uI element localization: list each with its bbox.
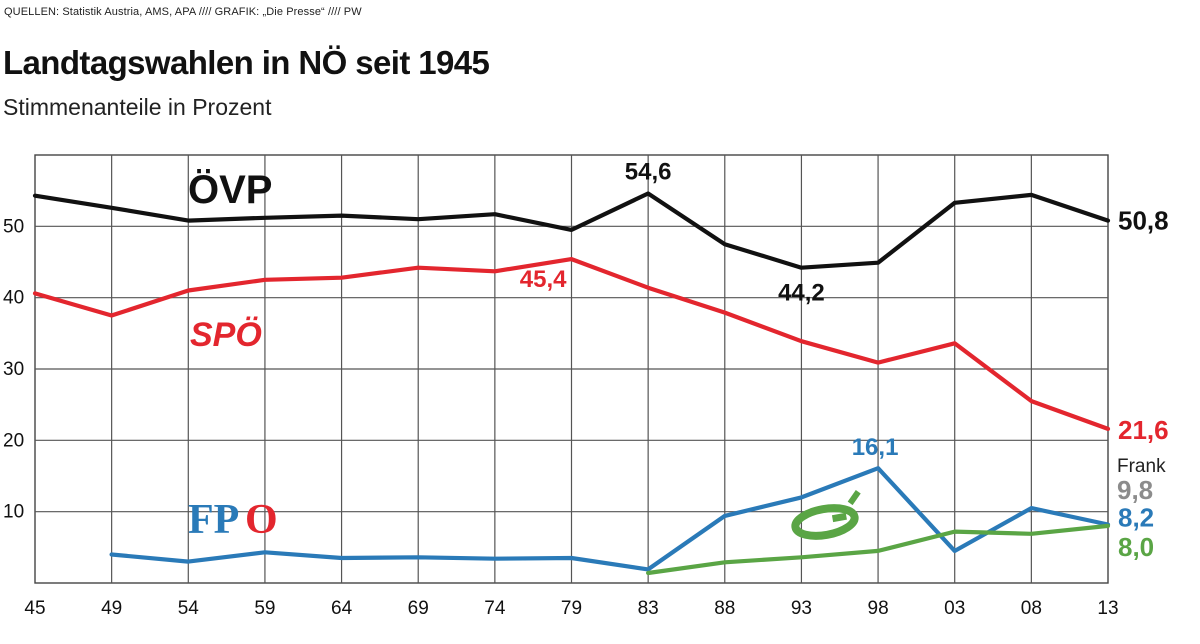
y-tick-label: 50 [3, 216, 24, 237]
annotation-value-label: 44,2 [778, 280, 825, 307]
x-tick-label: 49 [101, 598, 122, 619]
series-line-grne [646, 523, 1111, 576]
x-axis-ticks: 45 49 54 59 64 69 74 79 83 88 93 98 03 08 13 [24, 598, 1118, 619]
x-tick-label: 93 [791, 598, 812, 619]
annotation-value-label: 16,1 [852, 434, 899, 461]
series-line-fp [109, 466, 1111, 572]
x-tick-label: 08 [1021, 598, 1042, 619]
x-tick-label: 79 [561, 598, 582, 619]
x-tick-label: 03 [944, 598, 965, 619]
x-tick-label: 74 [484, 598, 506, 619]
series-label-fpoe-o: O [245, 497, 278, 543]
annotation-value-label: 45,4 [520, 266, 567, 293]
x-tick-label: 69 [408, 598, 429, 619]
x-tick-label: 59 [254, 598, 275, 619]
annotation-value-label: 50,8 [1118, 206, 1169, 236]
series-label-fpoe: FP O [188, 497, 278, 543]
annotation-value-label: 8,2 [1118, 503, 1154, 533]
x-tick-label: 45 [24, 598, 45, 619]
annotation-frank-name: Frank [1117, 456, 1166, 477]
annotation-value-label: 21,6 [1118, 415, 1169, 445]
x-tick-label: 64 [331, 598, 353, 619]
series-label-spoe: SPÖ [190, 316, 262, 354]
series-lines [32, 191, 1111, 576]
greens-logo-icon [791, 490, 861, 540]
source-line: QUELLEN: Statistik Austria, AMS, APA ///… [4, 6, 362, 18]
series-label-fpoe-fp: FP [188, 497, 239, 543]
series-line-vp [32, 191, 1111, 270]
chart-title: Landtagswahlen in NÖ seit 1945 [3, 44, 490, 81]
y-tick-label: 20 [3, 430, 24, 451]
x-tick-label: 88 [714, 598, 735, 619]
chart-subtitle: Stimmenanteile in Prozent [3, 94, 272, 120]
annotation-frank-value: 9,8 [1117, 475, 1153, 505]
x-tick-label: 83 [638, 598, 659, 619]
series-line-sp [32, 257, 1111, 431]
y-tick-label: 40 [3, 288, 24, 309]
x-tick-label: 13 [1097, 598, 1118, 619]
y-tick-label: 30 [3, 359, 24, 380]
y-axis-ticks: 10 20 30 40 50 [3, 216, 24, 522]
grid [34, 154, 1109, 584]
x-tick-label: 54 [178, 598, 200, 619]
x-tick-label: 98 [868, 598, 889, 619]
annotation-value-label: 8,0 [1118, 532, 1154, 562]
annotation-value-label: 54,6 [625, 159, 672, 186]
series-label-oevp: ÖVP [188, 167, 272, 212]
y-tick-label: 10 [3, 502, 24, 523]
